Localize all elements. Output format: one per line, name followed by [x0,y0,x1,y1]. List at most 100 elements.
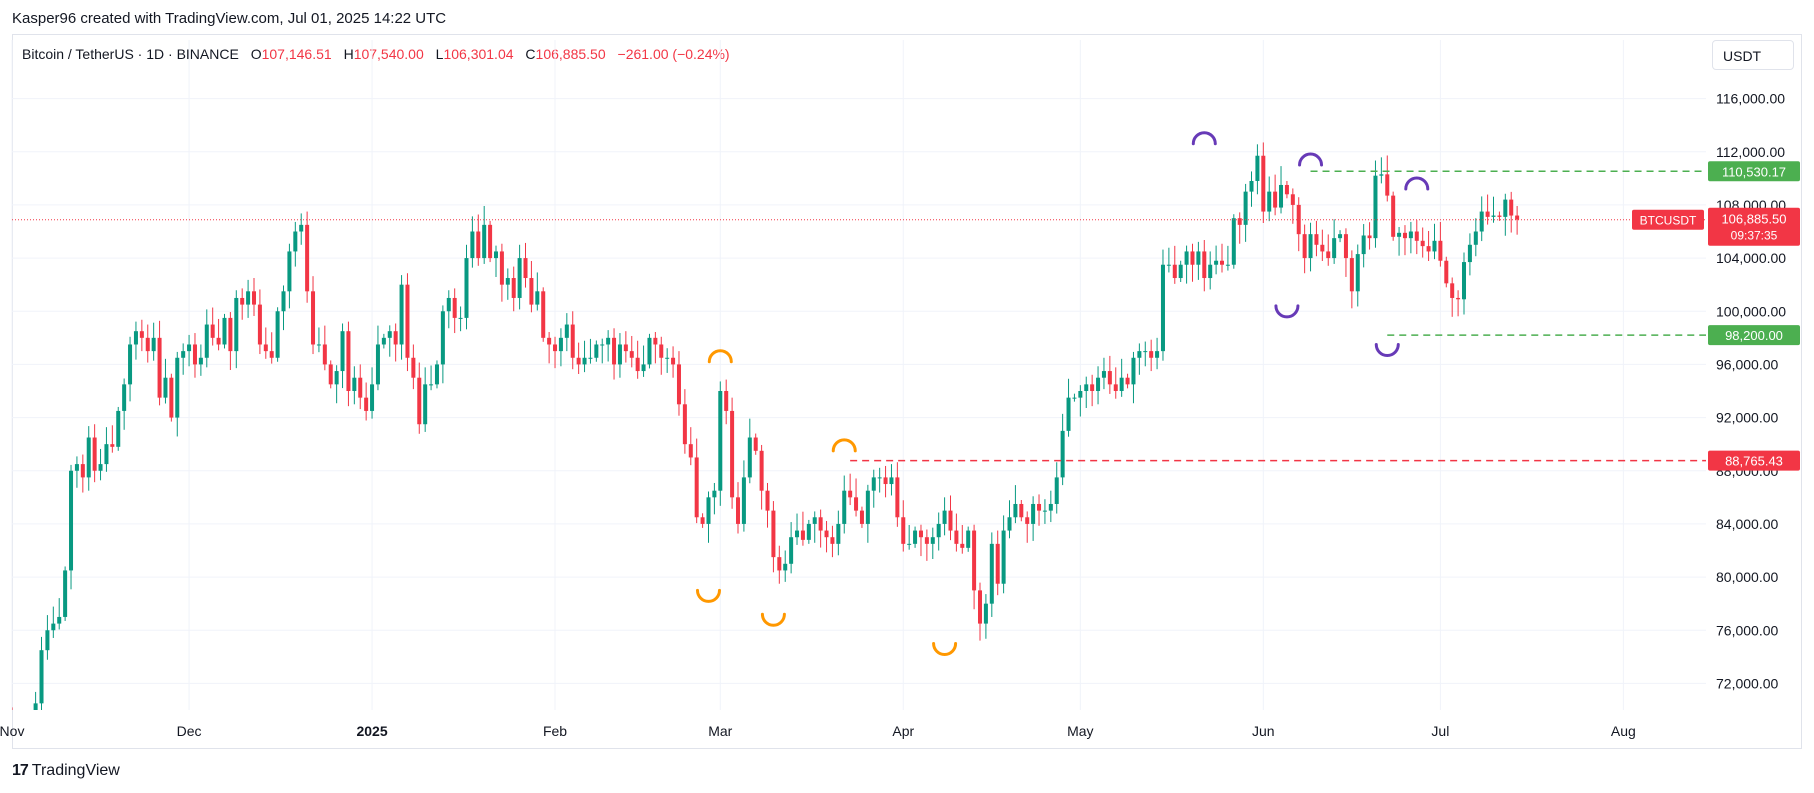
candle-body [1137,351,1142,358]
candle-body [747,437,752,478]
candle-body [33,703,38,710]
purple-arc-marker[interactable] [1374,342,1400,357]
purple-arc-marker[interactable] [1274,304,1300,319]
candle-body [1060,430,1065,478]
candle-body [505,278,510,285]
x-tick-label: Nov [0,723,24,739]
candle-body [423,384,428,425]
orange-arc-marker[interactable] [760,612,786,627]
candle-body [1332,238,1337,259]
candle-body [169,377,174,418]
candle-body [983,603,988,624]
candle-body [210,324,215,338]
candle-body [895,477,900,518]
candle-body [659,344,664,358]
candle-body [1208,264,1213,279]
candle-body [28,723,32,730]
candle-body [1343,234,1348,259]
candle-body [671,357,676,365]
y-tick-label: 104,000.00 [1716,250,1786,266]
candle-body [1426,246,1431,252]
candle-body [405,284,410,358]
candle-body [470,231,475,259]
purple-arc-marker[interactable] [1404,176,1430,191]
orange-arc-marker[interactable] [932,642,958,656]
candle-body [122,384,127,411]
candle-body [1078,391,1083,398]
resistance-price-tag [1708,161,1800,182]
candle-body [222,317,227,345]
candle-body [228,317,233,352]
y-tick-label: 96,000.00 [1716,356,1778,372]
candle-body [411,357,416,378]
candle-body [1190,251,1195,265]
x-tick-label: Feb [543,723,567,739]
x-tick-label: Dec [177,723,202,739]
candle-body [553,344,558,352]
orange-arc-marker[interactable] [831,438,857,453]
candle-body [1479,211,1484,232]
candle-body [535,291,540,305]
candle-body [1149,351,1154,358]
candle-body [464,258,469,318]
symbol-title[interactable]: Bitcoin / TetherUS · 1D · BINANCE [22,46,239,62]
low-label: L [435,46,444,62]
candle-body [795,530,800,538]
candle-body [1408,231,1413,239]
ohlc-legend: Bitcoin / TetherUS · 1D · BINANCE O107,1… [22,46,730,62]
candle-body [163,377,168,398]
candle-body [541,291,546,338]
candle-body [1166,264,1171,266]
candle-body [1125,377,1130,385]
y-tick-label: 72,000.00 [1716,675,1778,691]
candle-body [570,324,575,358]
candle-body [706,497,711,524]
candle-body [328,364,333,385]
candle-body [1243,191,1248,225]
candle-body [635,357,640,372]
candle-body [824,530,829,538]
purple-arc-marker[interactable] [1298,152,1324,167]
candle-body [1456,297,1461,300]
candle-body [1373,175,1378,239]
candle-body [1155,351,1160,358]
candle-body [889,477,894,485]
candle-body [452,297,457,318]
bar-countdown-label: 09:37:35 [1731,229,1778,243]
candle-body [977,590,983,624]
candle-body [257,304,262,345]
x-tick-label: Jun [1252,723,1275,739]
candle-body [854,497,859,511]
candle-body [741,477,746,524]
orange-arc-marker[interactable] [695,588,721,603]
candle-body [358,377,363,398]
orange-arc-marker[interactable] [707,349,733,364]
candle-body [139,331,144,338]
candle-body [1515,215,1520,220]
candle-body [576,357,581,365]
tradingview-logo: 17 TradingView [12,762,120,780]
candle-body [458,317,463,319]
candle-body [1361,235,1366,255]
y-tick-label: 100,000.00 [1716,303,1786,319]
candle-body [145,337,150,352]
candle-body [966,530,971,548]
candle-body [340,331,345,372]
candle-body [665,357,670,359]
candle-body [600,344,605,346]
candle-body [972,530,977,591]
candle-body [293,231,298,252]
currency-selector[interactable]: USDT [1712,40,1794,70]
candle-body [1302,234,1307,259]
close-label: C [525,46,536,62]
candle-body [1214,260,1219,265]
purple-arc-marker[interactable] [1191,131,1217,146]
candle-body [1261,155,1266,212]
candle-body [1249,180,1254,192]
candle-body [901,517,906,544]
candle-body [86,437,91,478]
candle-body [305,224,310,292]
candle-body [517,258,522,298]
candle-body [63,570,68,617]
